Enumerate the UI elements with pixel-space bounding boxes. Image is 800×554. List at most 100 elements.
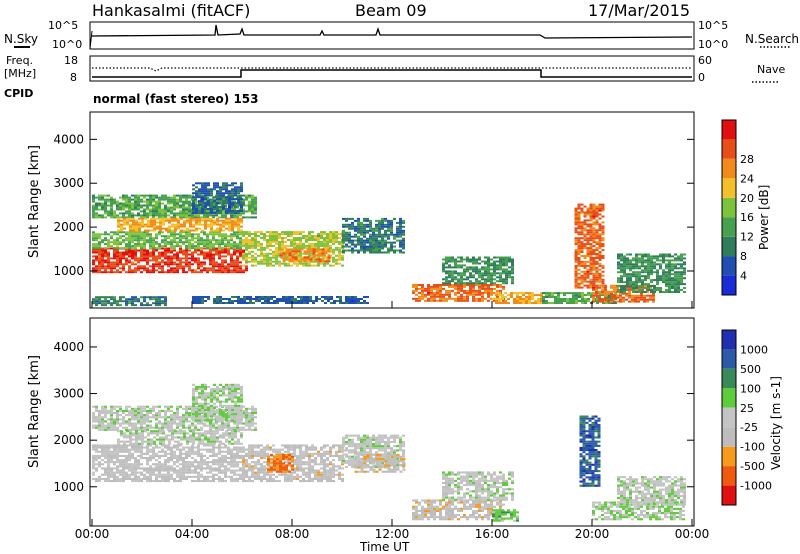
power-cell [107, 245, 110, 248]
power-cell [254, 260, 257, 263]
power-cell [595, 219, 599, 222]
power-cell [216, 196, 219, 199]
vel-cell [134, 471, 137, 474]
power-cell [335, 260, 338, 263]
power-cell [650, 279, 653, 282]
power-cell [236, 237, 239, 240]
power-cell [629, 253, 632, 256]
power-cell [626, 257, 629, 260]
power-cell [239, 194, 242, 197]
power-cell [677, 267, 680, 270]
power-cell [589, 211, 593, 214]
power-cell [119, 196, 122, 199]
power-cell [415, 293, 418, 296]
power-cell [454, 262, 457, 265]
power-cell [167, 257, 170, 260]
power-cell [384, 243, 387, 246]
power-cell [677, 287, 680, 289]
power-cell [531, 292, 534, 295]
power-cell [649, 286, 652, 289]
vel-cell [188, 469, 191, 472]
power-cell [351, 302, 354, 304]
power-cell [143, 245, 146, 248]
power-cell [601, 207, 605, 210]
power-cell [140, 296, 143, 299]
power-cell [442, 297, 445, 300]
power-cell [662, 277, 665, 280]
power-cell [126, 217, 129, 220]
vel-cell [116, 471, 119, 474]
power-cell [321, 260, 325, 263]
power-cell [463, 297, 466, 300]
power-cell [511, 276, 514, 279]
power-cell [284, 237, 287, 239]
power-cell [305, 246, 308, 249]
vel-cell [125, 448, 128, 451]
vel-cell [134, 467, 137, 470]
vel-cell [167, 473, 170, 476]
power-cbar-segment [722, 178, 736, 198]
power-cell [595, 266, 599, 269]
power-cell [228, 190, 231, 193]
power-cell [605, 302, 608, 304]
power-cell [195, 302, 198, 304]
power-cell [617, 279, 620, 282]
power-cell [284, 240, 287, 243]
power-cell [348, 245, 351, 248]
power-cell [463, 282, 466, 285]
power-cell [141, 225, 144, 228]
power-cell [110, 296, 113, 299]
power-cell [204, 227, 207, 230]
vel-cell [143, 446, 146, 449]
power-cell [598, 268, 602, 271]
power-cell [213, 298, 216, 300]
power-cell [677, 259, 680, 262]
power-cell [357, 225, 360, 228]
power-cell [647, 267, 650, 270]
power-cell [574, 286, 578, 289]
vel-cell [137, 454, 140, 457]
vel-cell [182, 452, 185, 455]
power-cell [185, 196, 188, 199]
power-cell [357, 251, 360, 254]
power-cell [586, 249, 590, 252]
power-cell [626, 275, 629, 278]
power-cell [143, 267, 146, 270]
power-cell [487, 272, 490, 275]
power-cell [240, 221, 243, 224]
power-cell [194, 247, 197, 250]
power-cell [287, 262, 290, 265]
power-cell [308, 254, 311, 257]
vel-cell [206, 450, 209, 453]
power-cell [167, 265, 170, 268]
power-cell [110, 269, 113, 272]
power-cell [245, 252, 248, 255]
power-cell [589, 247, 593, 250]
power-cell [143, 259, 146, 262]
power-cell [329, 264, 332, 267]
power-cell [206, 237, 209, 240]
power-cell [171, 219, 174, 222]
power-cell [288, 250, 292, 253]
power-cell [492, 292, 495, 295]
power-cell [342, 223, 345, 226]
vel-cell [176, 461, 179, 464]
power-cell [652, 296, 655, 299]
power-cell [278, 264, 281, 267]
power-cell [369, 251, 372, 254]
power-cell [320, 235, 323, 237]
power-cell [308, 262, 311, 265]
power-cell [320, 233, 323, 235]
beam-title: Beam 09 [355, 1, 427, 20]
power-cell [505, 280, 508, 283]
power-cell [149, 212, 152, 215]
power-cell [209, 255, 212, 258]
power-cell [638, 281, 641, 284]
power-cell [354, 235, 357, 238]
nsky-axis-hi: 10^5 [48, 19, 78, 32]
power-cell [360, 237, 363, 240]
power-cell [198, 196, 201, 199]
power-cell [354, 227, 357, 230]
power-cell [122, 251, 125, 254]
power-cell [448, 272, 451, 275]
